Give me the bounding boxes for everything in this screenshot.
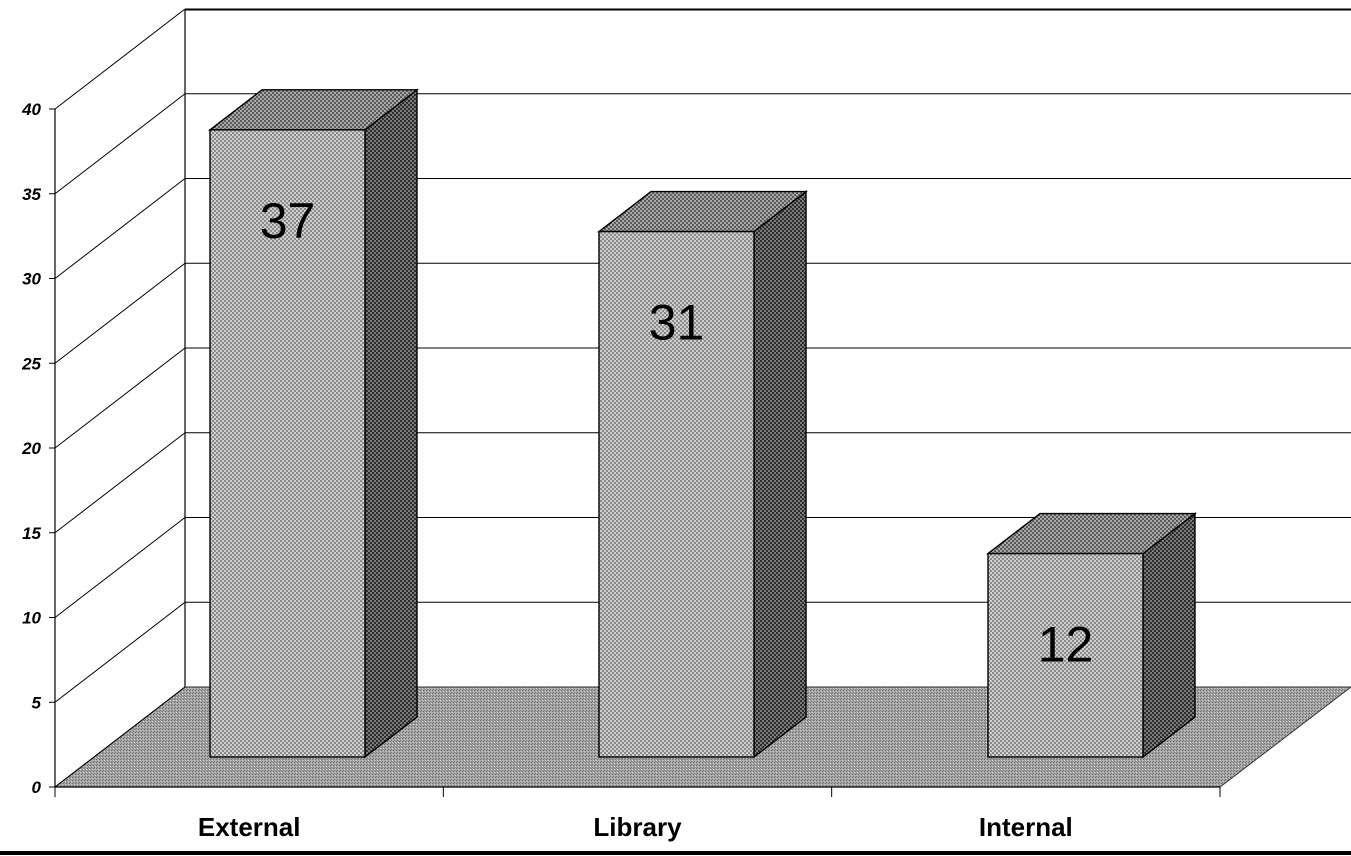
y-tick-label: 10 bbox=[22, 609, 41, 628]
y-tick-label: 20 bbox=[21, 439, 41, 458]
x-axis: External Library Internal bbox=[54, 786, 1221, 842]
y-tick-label: 30 bbox=[22, 270, 41, 289]
y-tick-label: 15 bbox=[22, 524, 41, 543]
bar-side-face bbox=[364, 88, 418, 759]
x-tick-label: Internal bbox=[979, 812, 1073, 842]
y-axis: 0 5 10 15 20 25 30 35 40 bbox=[21, 100, 56, 797]
gridline-side bbox=[54, 347, 186, 449]
gridline-side bbox=[54, 262, 186, 364]
y-tick-label: 35 bbox=[22, 185, 41, 204]
gridline-side bbox=[54, 93, 186, 195]
bar-side-face bbox=[1142, 512, 1196, 759]
bar-internal bbox=[985, 512, 1198, 759]
data-label: 12 bbox=[1038, 617, 1094, 673]
x-tick-label: External bbox=[198, 812, 301, 842]
y-tick-label: 0 bbox=[32, 778, 42, 797]
bar-library bbox=[596, 190, 809, 759]
data-labels: 37 31 12 bbox=[260, 193, 1094, 673]
gridline-side bbox=[54, 601, 186, 703]
bar-external bbox=[207, 88, 420, 759]
bar-front-face bbox=[209, 129, 366, 758]
floor-side-edge bbox=[54, 686, 186, 788]
y-tick-label: 5 bbox=[32, 693, 42, 712]
y-tick-label: 25 bbox=[21, 354, 41, 373]
gridline-side bbox=[54, 8, 186, 110]
bar-front-face bbox=[987, 552, 1144, 758]
bar-side-face bbox=[753, 190, 807, 759]
x-tick-label: Library bbox=[593, 812, 682, 842]
bars bbox=[207, 88, 1198, 759]
gridline-side bbox=[54, 178, 186, 279]
bar-front-face bbox=[598, 230, 755, 758]
gridline-side bbox=[54, 517, 186, 618]
y-tick-label: 40 bbox=[21, 100, 41, 119]
data-label: 37 bbox=[260, 193, 316, 249]
data-label: 31 bbox=[649, 295, 705, 351]
gridline-side bbox=[54, 432, 186, 534]
